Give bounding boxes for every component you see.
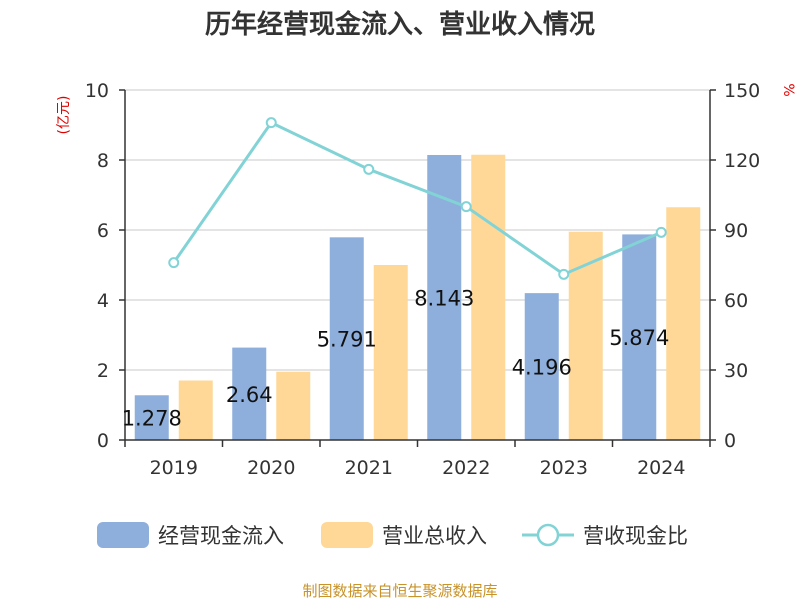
legend-label-cash-inflow: 经营现金流入	[158, 524, 284, 548]
bar-cash-inflow	[329, 237, 364, 440]
data-label: 1.278	[122, 407, 182, 431]
right-tick-label: 150	[724, 80, 760, 102]
right-tick-label: 120	[724, 150, 760, 172]
x-tick-label: 2019	[150, 457, 198, 479]
data-labels: 1.278 2.64 5.791 8.143 4.196 5.874	[122, 286, 670, 430]
right-tick-label: 30	[724, 360, 748, 382]
legend-label-ratio: 营收现金比	[583, 524, 688, 548]
left-axis-unit: (亿元)	[56, 96, 72, 135]
x-tick-label: 2021	[345, 457, 393, 479]
left-tick-label: 8	[97, 150, 109, 172]
bar-revenue	[178, 380, 213, 440]
legend: 经营现金流入 营业总收入 营收现金比	[97, 522, 688, 548]
x-tick-label: 2024	[637, 457, 685, 479]
data-label: 5.874	[609, 326, 669, 350]
right-tick-label: 60	[724, 290, 748, 312]
bar-cash-inflow	[134, 395, 169, 440]
x-tick-label: 2022	[442, 457, 490, 479]
source-note: 制图数据来自恒生聚源数据库	[302, 582, 497, 600]
line-point	[265, 117, 277, 129]
right-tick-label: 90	[724, 220, 748, 242]
bar-revenue	[471, 154, 506, 440]
x-tick-label: 2023	[540, 457, 588, 479]
legend-label-revenue: 营业总收入	[382, 524, 487, 548]
left-tick-label: 4	[97, 290, 109, 312]
x-tick-label: 2020	[247, 457, 295, 479]
data-label: 4.196	[512, 356, 572, 380]
legend-swatch-revenue	[321, 522, 373, 548]
right-tick-label: 0	[724, 430, 736, 452]
data-label: 5.791	[317, 328, 377, 352]
bar-cash-inflow	[232, 347, 267, 440]
line-ratio	[172, 120, 662, 277]
left-tick-label: 6	[97, 220, 109, 242]
bar-cash-inflow	[524, 293, 559, 440]
left-tick-label: 0	[97, 430, 109, 452]
line-point	[460, 201, 472, 213]
line-point	[558, 268, 570, 280]
line-point	[363, 163, 375, 175]
bar-cash-inflow	[622, 234, 657, 440]
axes: 0 2 4 6 8 10 0 30 60 90 120 150 2019 2020 2021 2022 2023…	[85, 80, 760, 479]
legend-swatch-cash-inflow	[97, 522, 149, 548]
grid-lines	[125, 89, 710, 371]
right-axis-unit: %	[780, 83, 796, 96]
bar-revenue	[373, 265, 408, 440]
legend-marker-ratio	[536, 523, 560, 547]
line-point	[168, 257, 180, 269]
bar-revenue	[568, 231, 603, 440]
bar-revenue	[666, 207, 701, 440]
data-label: 8.143	[414, 286, 474, 310]
left-tick-label: 10	[85, 80, 109, 102]
chart-title: 历年经营现金流入、营业收入情况	[205, 9, 595, 40]
line-point	[655, 226, 667, 238]
left-tick-label: 2	[97, 360, 109, 382]
data-label: 2.64	[226, 383, 273, 407]
bars	[134, 154, 701, 440]
bar-revenue	[276, 371, 311, 440]
line-series	[168, 117, 667, 280]
